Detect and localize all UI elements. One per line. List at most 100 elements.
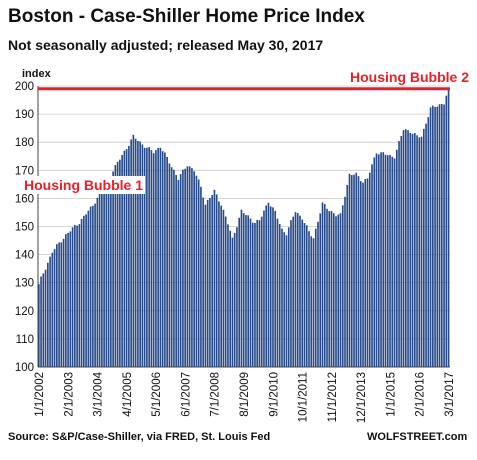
bar xyxy=(366,178,369,367)
bar xyxy=(447,88,450,367)
bar xyxy=(236,227,238,367)
bar xyxy=(319,213,322,367)
y-tick-label: 190 xyxy=(15,109,34,121)
bar xyxy=(47,262,49,367)
bar xyxy=(323,204,326,367)
bar xyxy=(362,182,364,367)
bar xyxy=(287,227,290,367)
bar xyxy=(272,207,274,367)
x-tick-labels: 1/1/2002 2/1/2003 3/1/2004 4/1/2005 5/1/2006… xyxy=(34,371,456,423)
bar xyxy=(413,133,416,367)
bar xyxy=(51,252,54,367)
bar xyxy=(96,197,99,367)
y-tick-label: 140 xyxy=(15,250,34,262)
bar xyxy=(436,106,439,367)
bar xyxy=(128,145,130,367)
y-tick-label: 110 xyxy=(16,334,34,346)
bar xyxy=(125,149,128,367)
x-tick-label: 3/1/2004 xyxy=(93,371,105,416)
bar xyxy=(337,214,340,367)
bar xyxy=(332,213,335,367)
bar xyxy=(155,150,157,367)
bar xyxy=(238,217,241,367)
bar xyxy=(193,171,195,367)
bar xyxy=(269,206,272,367)
bar xyxy=(357,176,360,367)
y-tick-label: 160 xyxy=(15,193,34,205)
bar xyxy=(231,237,234,367)
bar xyxy=(197,179,200,367)
bar xyxy=(132,134,135,367)
bar xyxy=(200,186,202,367)
bar xyxy=(382,152,385,367)
x-tick-label: 1/1/2002 xyxy=(34,372,46,417)
bar xyxy=(434,106,436,367)
bar xyxy=(418,137,421,367)
bar xyxy=(240,209,243,367)
bar xyxy=(276,218,279,367)
bar xyxy=(177,179,180,367)
axis-frame xyxy=(37,86,450,368)
bar xyxy=(121,155,123,367)
x-tick-label: 5/1/2006 xyxy=(151,372,163,417)
bar xyxy=(103,185,105,367)
bar xyxy=(299,215,301,367)
bar xyxy=(105,180,108,367)
chart-title: Boston - Case-Shiller Home Price Index xyxy=(8,6,365,27)
bar xyxy=(425,123,427,367)
bar xyxy=(182,169,184,367)
bar xyxy=(60,242,63,367)
bar xyxy=(445,95,448,368)
bar xyxy=(400,135,403,367)
bar xyxy=(416,135,418,367)
bar xyxy=(393,158,396,367)
bar xyxy=(56,244,58,367)
x-tick-label: 2/1/2016 xyxy=(415,372,427,417)
bar xyxy=(330,211,333,367)
x-tick-label: 10/1/2011 xyxy=(298,372,310,422)
bar xyxy=(404,129,407,367)
bar xyxy=(249,218,252,367)
bar xyxy=(188,166,191,367)
y-tick-label: 120 xyxy=(15,306,34,318)
bar xyxy=(251,222,254,367)
bar xyxy=(380,152,382,367)
x-tick-label: 7/1/2008 xyxy=(210,372,222,417)
bar xyxy=(260,216,263,367)
bar xyxy=(107,177,110,367)
bar xyxy=(427,117,430,367)
bar xyxy=(119,159,121,367)
bar xyxy=(215,194,218,367)
bar xyxy=(285,235,288,367)
bar xyxy=(114,165,117,367)
bar xyxy=(184,168,186,367)
bar xyxy=(308,231,310,367)
bar xyxy=(350,175,353,367)
y-tick-label: 170 xyxy=(15,165,34,177)
bar xyxy=(67,232,69,367)
bar xyxy=(326,208,328,367)
bar xyxy=(218,201,220,367)
bar xyxy=(386,155,389,367)
bar xyxy=(227,224,229,367)
x-tick-label: 3/1/2017 xyxy=(444,372,456,417)
y-tick-label: 100 xyxy=(15,362,34,374)
y-axis-label: index xyxy=(22,68,51,80)
y-tick-label: 200 xyxy=(15,81,34,93)
bar xyxy=(263,210,265,367)
bar xyxy=(348,173,351,367)
bar xyxy=(233,233,236,367)
bar xyxy=(150,150,153,367)
bar xyxy=(213,189,216,367)
bar xyxy=(310,236,313,367)
y-tick-label: 180 xyxy=(15,137,34,149)
bar xyxy=(146,147,148,367)
bar xyxy=(101,189,103,367)
bar xyxy=(92,205,94,367)
bar xyxy=(191,168,193,367)
bar xyxy=(159,147,162,367)
bar xyxy=(395,149,398,367)
x-tick-label: 4/1/2005 xyxy=(122,372,134,417)
bar xyxy=(377,154,380,367)
bar xyxy=(389,154,391,367)
